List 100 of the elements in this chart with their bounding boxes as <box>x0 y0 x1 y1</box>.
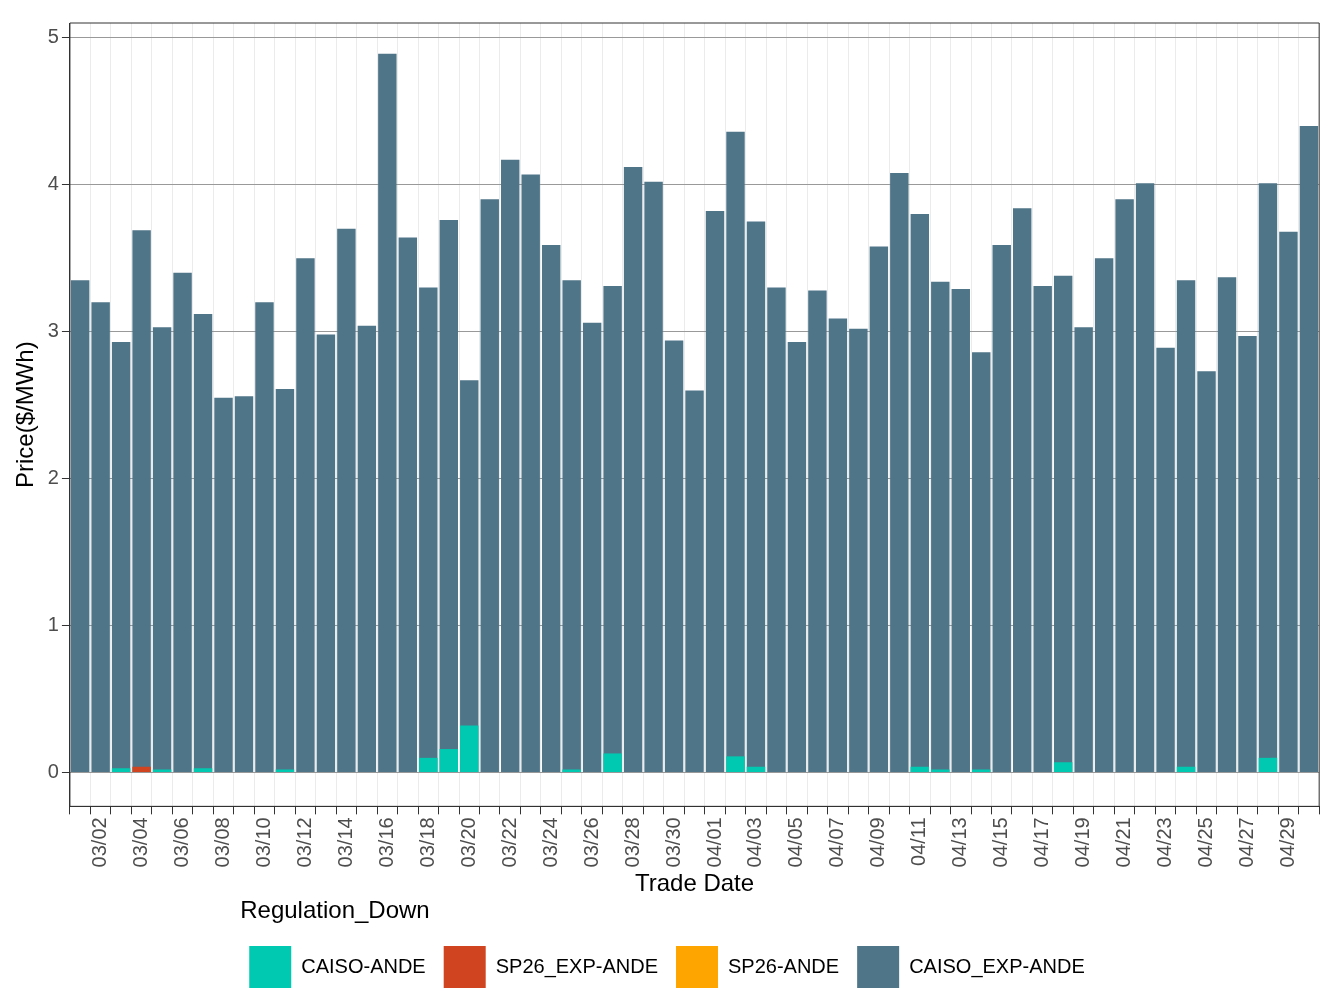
bar <box>521 174 540 773</box>
bar <box>173 272 192 773</box>
bar <box>1197 371 1216 773</box>
bar <box>1258 757 1278 773</box>
bar <box>992 244 1011 773</box>
x-tick-label: 04/17 <box>1030 817 1053 868</box>
bar <box>234 396 254 773</box>
x-tick-label: 03/22 <box>497 817 520 868</box>
bar <box>132 766 151 773</box>
x-tick-label: 04/25 <box>1194 817 1217 868</box>
bar <box>1156 347 1175 773</box>
legend-label: CAISO_EXP-ANDE <box>909 954 1085 978</box>
x-tick-label: 03/26 <box>579 817 602 868</box>
x-tick-label: 04/13 <box>948 817 971 868</box>
bar <box>726 756 745 773</box>
x-tick-label: 04/23 <box>1153 817 1176 868</box>
x-tick-label: 03/14 <box>333 817 356 868</box>
x-tick-label: 04/05 <box>784 817 807 868</box>
bar <box>296 258 315 773</box>
bar <box>480 199 499 773</box>
x-tick-label: 04/19 <box>1071 817 1094 868</box>
x-tick-label: 04/01 <box>702 817 725 868</box>
bar <box>337 228 356 773</box>
x-axis-title: Trade Date <box>634 869 755 897</box>
bar <box>685 390 704 773</box>
bar <box>460 725 479 773</box>
y-tick-label: 0 <box>47 760 59 783</box>
x-tick-label: 03/12 <box>292 817 315 868</box>
x-tick-label: 04/09 <box>866 817 889 868</box>
x-tick-label: 03/20 <box>456 817 479 868</box>
bar <box>808 290 827 773</box>
bar <box>378 53 397 773</box>
x-tick-label: 03/02 <box>88 817 111 868</box>
bar <box>644 181 663 773</box>
x-tick-label: 03/06 <box>170 817 193 868</box>
y-axis-title: Price($/MWh) <box>11 341 39 489</box>
bar <box>1135 183 1155 773</box>
bar <box>1176 766 1196 773</box>
x-tick-label: 04/03 <box>743 817 766 868</box>
bar <box>255 302 274 773</box>
x-tick-label: 04/11 <box>907 817 930 866</box>
bar <box>398 237 418 773</box>
bar <box>890 172 909 773</box>
bar <box>541 244 561 773</box>
x-tick-label: 04/27 <box>1235 817 1257 868</box>
bar <box>664 340 684 773</box>
bar <box>214 397 233 773</box>
x-tick-label: 04/07 <box>825 817 848 868</box>
bar <box>1238 336 1257 773</box>
x-tick-label: 04/15 <box>989 817 1012 868</box>
legend-label: SP26_EXP-ANDE <box>495 954 658 978</box>
bar <box>972 352 991 773</box>
y-tick-label: 5 <box>47 25 59 48</box>
x-tick-label: 03/30 <box>661 817 684 868</box>
bar <box>1217 277 1237 773</box>
bar <box>152 327 172 773</box>
bar <box>623 167 643 773</box>
x-tick-label: 04/29 <box>1275 817 1298 868</box>
bar <box>562 280 581 773</box>
bar <box>357 325 377 773</box>
y-tick-label: 2 <box>47 466 59 489</box>
y-tick-label: 4 <box>47 172 59 195</box>
bar <box>828 318 848 773</box>
x-tick-label: 03/28 <box>620 817 643 868</box>
legend-title: Regulation_Down <box>240 895 430 923</box>
bar <box>1094 258 1114 773</box>
bar <box>767 287 786 773</box>
x-tick-label: 03/08 <box>211 817 234 868</box>
x-tick-label: 03/10 <box>251 817 274 868</box>
bar <box>111 768 131 773</box>
bar <box>439 749 459 773</box>
bar <box>603 753 622 773</box>
bar <box>1033 286 1052 773</box>
bar <box>910 766 930 773</box>
x-tick-label: 03/04 <box>129 817 152 868</box>
x-tick-label: 04/21 <box>1112 817 1135 868</box>
bar <box>1115 199 1134 773</box>
bar <box>849 328 868 773</box>
bar <box>1012 208 1032 773</box>
bar <box>501 159 520 773</box>
bar <box>1279 231 1298 773</box>
bar <box>746 766 766 773</box>
bar <box>582 322 602 773</box>
bar <box>1299 125 1319 773</box>
legend-label: CAISO-ANDE <box>301 954 426 977</box>
y-tick-label: 3 <box>47 319 59 342</box>
bar <box>70 280 90 773</box>
bar <box>869 246 889 773</box>
bar <box>316 334 336 773</box>
bar <box>91 302 110 773</box>
bar <box>419 757 438 773</box>
x-tick-label: 03/16 <box>374 817 397 868</box>
bar <box>193 768 213 773</box>
x-tick-label: 03/24 <box>538 817 561 868</box>
bar <box>951 289 970 773</box>
bar <box>1074 327 1093 773</box>
bar <box>275 388 295 773</box>
bar <box>787 341 807 773</box>
bar <box>931 281 950 773</box>
x-tick-label: 03/18 <box>415 817 438 868</box>
